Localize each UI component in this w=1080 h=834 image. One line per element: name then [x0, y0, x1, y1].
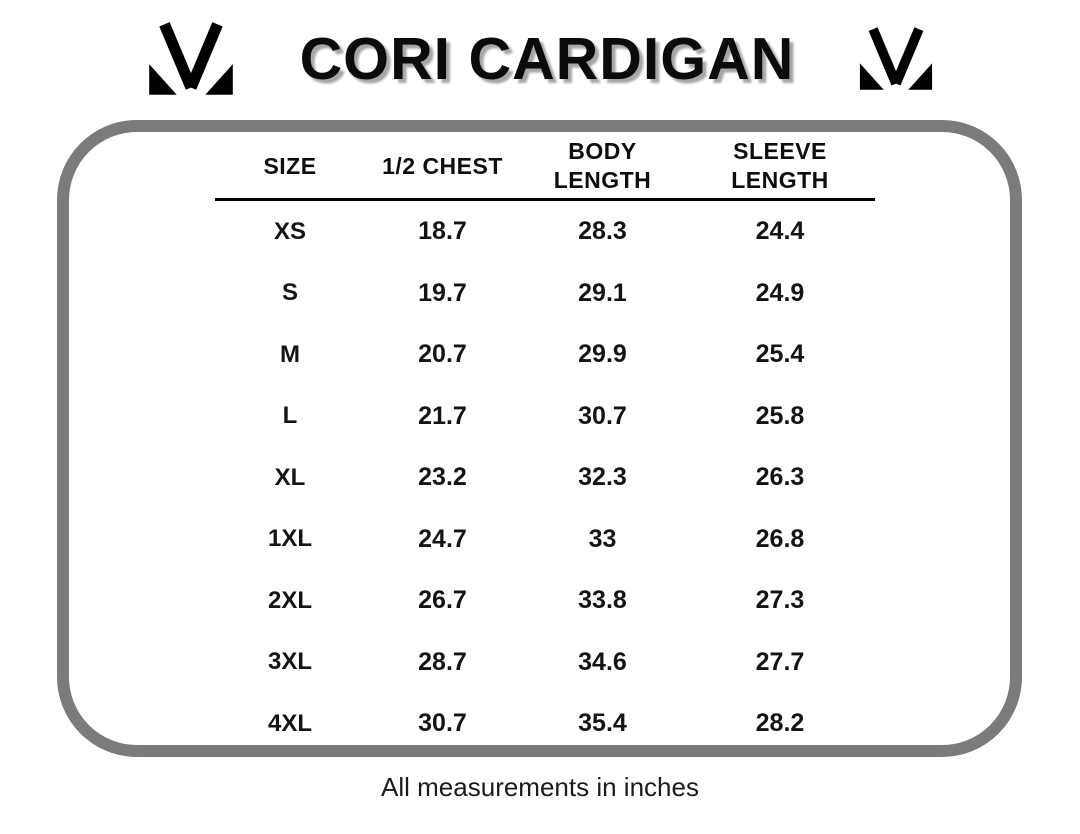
measurement-cell: 20.7: [418, 340, 467, 369]
measurement-cell: 26.3: [755, 463, 805, 492]
size-chart-frame: SIZE 1/2 CHEST BODY LENGTH SLEEVE LENGTH…: [57, 120, 1022, 757]
size-cell: 1XL: [267, 525, 312, 553]
size-cell: 3XL: [267, 648, 312, 676]
measurement-cell: 28.3: [578, 217, 627, 246]
size-cell: L: [282, 402, 298, 430]
page-header: CORI CARDIGAN: [0, 0, 1080, 118]
size-cell: 4XL: [267, 709, 312, 737]
size-cell: 2XL: [267, 586, 312, 614]
measurement-cell: 19.7: [418, 278, 467, 307]
measurement-cell: 33: [588, 524, 617, 553]
size-table: SIZE 1/2 CHEST BODY LENGTH SLEEVE LENGTH…: [215, 134, 875, 755]
measurement-cell: 26.7: [418, 586, 467, 615]
column-header-half-chest: 1/2 CHEST: [382, 152, 503, 179]
size-cell: M: [280, 340, 300, 368]
measurement-cell: 34.6: [578, 647, 627, 676]
brand-logo-icon: [852, 22, 940, 96]
table-row: XS 18.7 28.3 24.4: [215, 201, 875, 263]
size-cell: S: [281, 279, 298, 307]
measurement-cell: 32.3: [578, 463, 627, 492]
measurement-cell: 23.2: [418, 463, 467, 492]
table-row: 2XL 26.7 33.8 27.3: [215, 570, 875, 632]
measurement-cell: 27.3: [755, 586, 805, 615]
table-row: 3XL 28.7 34.6 27.7: [215, 632, 875, 694]
table-row: 1XL 24.7 33 26.8: [215, 509, 875, 571]
measurement-note: All measurements in inches: [381, 772, 699, 802]
measurement-cell: 29.9: [578, 340, 627, 369]
size-cell: XL: [274, 463, 306, 491]
column-header-size: SIZE: [263, 152, 317, 179]
measurement-cell: 27.7: [755, 647, 805, 676]
measurement-cell: 30.7: [418, 709, 467, 738]
measurement-cell: 25.8: [755, 401, 805, 430]
measurement-cell: 33.8: [578, 586, 627, 615]
measurement-cell: 28.7: [418, 647, 467, 676]
table-row: 4XL 30.7 35.4 28.2: [215, 693, 875, 755]
measurement-cell: 21.7: [418, 401, 467, 430]
column-header-body-length: BODY LENGTH: [553, 138, 652, 193]
measurement-cell: 18.7: [418, 217, 467, 246]
measurement-cell: 24.4: [755, 217, 805, 246]
measurement-cell: 24.9: [755, 278, 805, 307]
table-row: L 21.7 30.7 25.8: [215, 386, 875, 448]
table-body: XS 18.7 28.3 24.4 S 19.7 29.1 24.9 M 20.7 29.9 25.4…: [215, 201, 875, 755]
measurement-cell: 26.8: [755, 524, 805, 553]
brand-logo-icon: [140, 16, 242, 102]
measurement-cell: 28.2: [755, 709, 805, 738]
measurement-cell: 35.4: [578, 709, 627, 738]
column-header-sleeve-length: SLEEVE LENGTH: [731, 138, 829, 193]
table-row: XL 23.2 32.3 26.3: [215, 447, 875, 509]
measurement-cell: 29.1: [578, 278, 627, 307]
table-row: M 20.7 29.9 25.4: [215, 324, 875, 386]
size-cell: XS: [273, 217, 306, 245]
page-title: CORI CARDIGAN: [299, 26, 795, 92]
measurement-cell: 24.7: [418, 524, 467, 553]
measurement-cell: 30.7: [578, 401, 627, 430]
table-row: S 19.7 29.1 24.9: [215, 263, 875, 325]
measurement-cell: 25.4: [755, 340, 805, 369]
table-header-row: SIZE 1/2 CHEST BODY LENGTH SLEEVE LENGTH: [215, 134, 875, 201]
